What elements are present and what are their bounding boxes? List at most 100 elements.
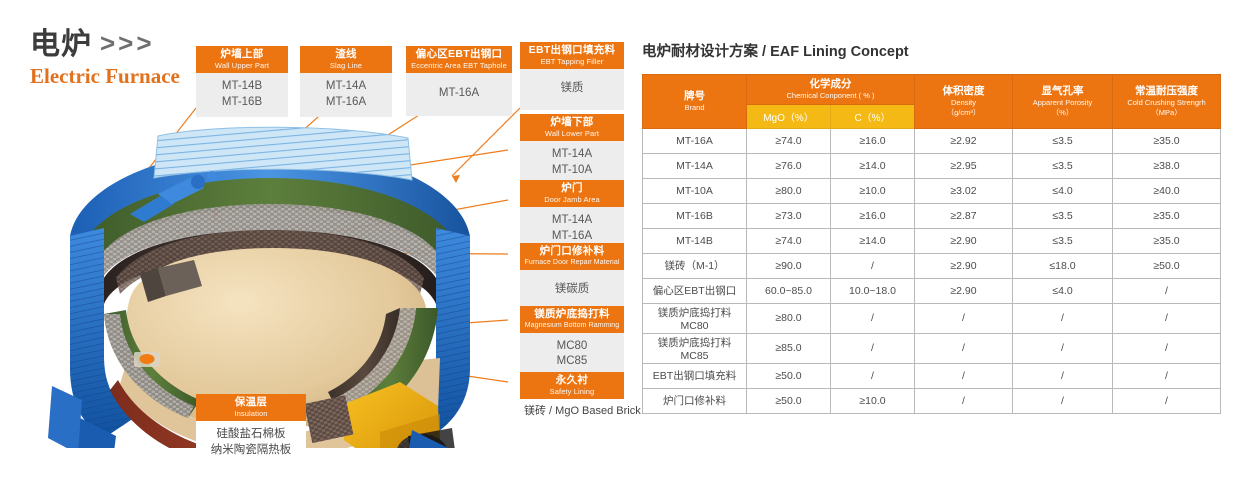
callout-body: 镁砖 / MgO Based Brick: [520, 399, 641, 427]
callout-body: 镁质: [520, 69, 624, 110]
callout-wall-lower-part[interactable]: 炉墙下部 Wall Lower Part MT-14A MT-10A: [520, 114, 624, 186]
cell-brand: EBT出钢口填充料: [642, 362, 747, 389]
cell-brand: MT-14B: [642, 227, 747, 254]
callout-value: MT-10A: [551, 163, 593, 176]
th-apparent-porosity: 显气孔率 Apparent Porosity （%）: [1012, 74, 1113, 129]
th-ccs-en: Cold Crushing Strengrh: [1127, 98, 1206, 108]
callout-magnesium-bottom-ramming[interactable]: 镁质炉底捣打料 Magnesium Bottom Ramming MC80 MC…: [520, 306, 624, 377]
cell-porosity: ≤4.0: [1012, 177, 1113, 204]
cell-density: /: [914, 362, 1013, 389]
callout-safety-lining[interactable]: 永久衬 Safety Lining 镁砖 / MgO Based Brick: [520, 372, 641, 427]
cell-c: 10.0~18.0: [830, 277, 915, 304]
callout-title-cn: 永久衬: [555, 374, 589, 386]
cell-c: ≥14.0: [830, 152, 915, 179]
cell-ccs: ≥40.0: [1112, 177, 1221, 204]
callout-title-en: Eccentric Area EBT Taphole: [411, 60, 507, 70]
page-title-cn: 电炉: [30, 28, 92, 61]
callout-value: MC80: [556, 339, 588, 352]
callout-title-cn: 保温层: [234, 396, 268, 408]
cell-porosity: ≤3.5: [1012, 152, 1113, 179]
th-porosity-unit: （%）: [1051, 108, 1074, 117]
table-body: MT-16A ≥74.0 ≥16.0 ≥2.92 ≤3.5 ≥35.0 MT-1…: [642, 127, 1221, 414]
callout-title-cn: 炉墙上部: [220, 48, 264, 60]
th-density: 体积密度 Density （g/cm³）: [914, 74, 1013, 129]
cell-density: ≥2.90: [914, 252, 1013, 279]
cell-c: /: [830, 332, 915, 364]
callout-title-cn: 偏心区EBT出钢口: [415, 48, 503, 60]
callout-header: EBT出钢口填充料 EBT Tapping Filler: [520, 42, 624, 70]
callout-slag-line[interactable]: 渣线 Slag Line MT-14A MT-16A: [300, 46, 392, 118]
callout-ebt-tapping-filler[interactable]: EBT出钢口填充料 EBT Tapping Filler 镁质: [520, 42, 624, 110]
callout-value: MT-16A: [551, 229, 593, 242]
callout-title-en: Furnace Door Repair Material: [524, 258, 620, 266]
callout-body: MT-14A MT-16A: [300, 73, 392, 118]
th-ccs-cn: 常温耐压强度: [1135, 85, 1198, 98]
callout-furnace-door-repair-material[interactable]: 炉门口修补料 Furnace Door Repair Material 镁碳质: [520, 243, 624, 311]
callout-title-en: Wall Lower Part: [544, 128, 600, 138]
callout-header: 渣线 Slag Line: [300, 46, 392, 74]
cell-brand: 镁质炉底捣打料MC80: [642, 302, 747, 334]
cell-ccs: ≥38.0: [1112, 152, 1221, 179]
cell-brand: 镁质炉底捣打料MC85: [642, 332, 747, 364]
cell-porosity: ≤4.0: [1012, 277, 1113, 304]
cell-ccs: ≥50.0: [1112, 252, 1221, 279]
cell-density: /: [914, 302, 1013, 334]
callout-title-en: Wall Upper Part: [214, 60, 270, 70]
callout-title-en: EBT Tapping Filler: [540, 56, 604, 66]
cell-mgo: ≥85.0: [746, 332, 831, 364]
th-brand-en: Brand: [684, 103, 705, 113]
callout-header: 镁质炉底捣打料 Magnesium Bottom Ramming: [520, 306, 624, 333]
callout-value: MT-14A: [551, 148, 593, 161]
callout-header: 炉墙下部 Wall Lower Part: [520, 114, 624, 142]
cell-ccs: ≥35.0: [1112, 202, 1221, 229]
cell-c: ≥14.0: [830, 227, 915, 254]
th-porosity-cn: 显气孔率: [1041, 85, 1084, 98]
cell-c: /: [830, 302, 915, 334]
cell-porosity: ≤18.0: [1012, 252, 1113, 279]
callout-header: 炉门口修补料 Furnace Door Repair Material: [520, 243, 624, 270]
cell-porosity: ≤3.5: [1012, 202, 1113, 229]
callout-eccentric-area-ebt-taphole[interactable]: 偏心区EBT出钢口 Eccentric Area EBT Taphole MT-…: [406, 46, 512, 116]
callout-value: 硅酸盐石棉板: [216, 428, 286, 441]
callout-value: MT-16B: [221, 95, 263, 108]
cell-brand: MT-16B: [642, 202, 747, 229]
callout-title-cn: EBT出钢口填充料: [528, 44, 616, 56]
table-row: EBT出钢口填充料 ≥50.0 / / / /: [642, 362, 1221, 389]
cell-brand: 镁砖（M-1）: [642, 252, 747, 279]
cell-c: /: [830, 252, 915, 279]
callout-value: 纳米陶瓷隔热板: [210, 443, 292, 456]
table-header-row-1: 牌号 Brand 化学成分 Chemical Conponent ( % ) 体…: [642, 74, 1221, 129]
cell-mgo: ≥74.0: [746, 127, 831, 154]
chevron-decoration: >>>: [100, 28, 155, 58]
cell-density: ≥3.02: [914, 177, 1013, 204]
th-cold-crushing-strength: 常温耐压强度 Cold Crushing Strengrh （MPa）: [1112, 74, 1221, 129]
cell-density: ≥2.87: [914, 202, 1013, 229]
cell-brand: 炉门口修补料: [642, 387, 747, 414]
callout-title-cn: 镁质炉底捣打料: [534, 308, 610, 320]
cell-porosity: /: [1012, 387, 1113, 414]
table-row: 镁质炉底捣打料MC85 ≥85.0 / / / /: [642, 332, 1221, 364]
th-brand-cn: 牌号: [684, 90, 705, 102]
callout-value: MT-14A: [325, 80, 367, 93]
callout-header: 永久衬 Safety Lining: [520, 372, 624, 400]
cell-density: ≥2.90: [914, 227, 1013, 254]
th-density-unit: （g/cm³）: [946, 108, 981, 117]
cell-porosity: /: [1012, 362, 1113, 389]
th-chemical-component: 化学成分 Chemical Conponent ( % ): [746, 74, 915, 105]
cell-porosity: ≤3.5: [1012, 127, 1113, 154]
cell-ccs: /: [1112, 277, 1221, 304]
cell-brand: MT-14A: [642, 152, 747, 179]
cell-mgo: 60.0~85.0: [746, 277, 831, 304]
callout-body: 硅酸盐石棉板 纳米陶瓷隔热板: [196, 421, 306, 466]
page-title: 电炉 >>>: [30, 30, 155, 60]
cell-porosity: /: [1012, 332, 1113, 364]
callout-body: MC80 MC85: [520, 332, 624, 377]
callout-insulation[interactable]: 保温层 Insulation 硅酸盐石棉板 纳米陶瓷隔热板: [196, 394, 306, 466]
cell-mgo: ≥90.0: [746, 252, 831, 279]
callout-value: MT-16A: [325, 95, 367, 108]
callout-wall-upper-part[interactable]: 炉墙上部 Wall Upper Part MT-14B MT-16B: [196, 46, 288, 118]
callout-title-en: Insulation: [234, 408, 268, 418]
callout-body: MT-16A: [406, 73, 512, 116]
callout-door-jamb-area[interactable]: 炉门 Door Jamb Area MT-14A MT-16A: [520, 180, 624, 252]
